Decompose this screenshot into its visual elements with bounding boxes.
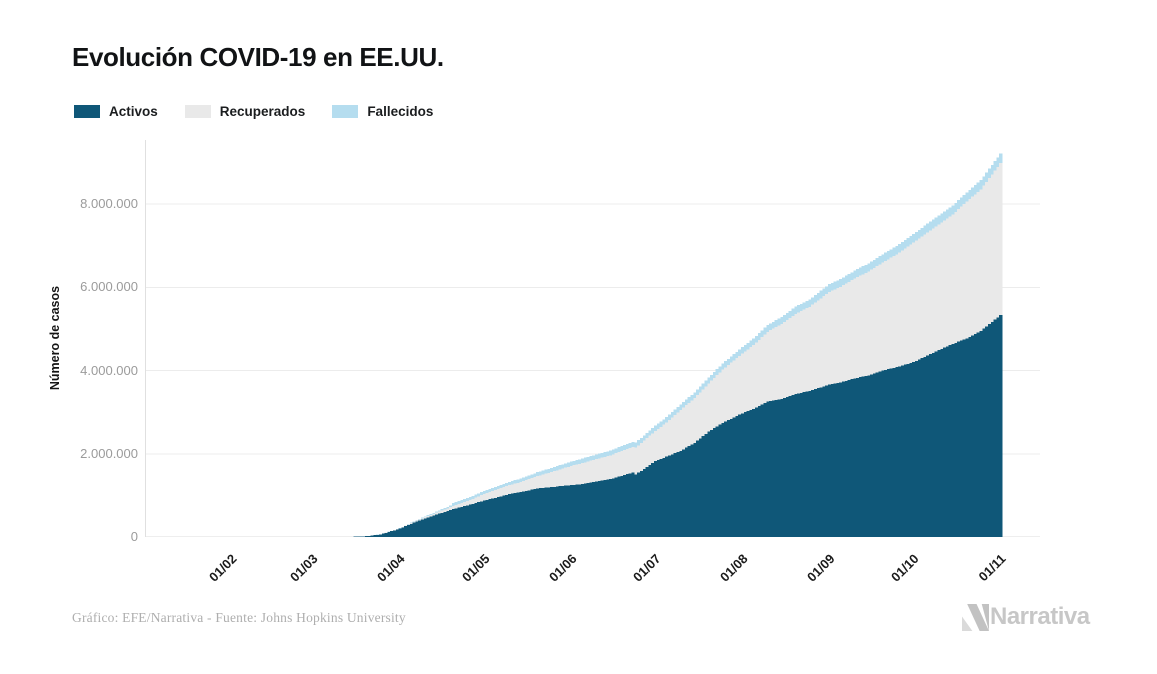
legend-item-activos[interactable]: Activos bbox=[74, 104, 158, 119]
legend-swatch-activos bbox=[74, 105, 100, 118]
stacked-area-chart bbox=[145, 140, 1040, 537]
narrativa-logo-mark bbox=[962, 603, 989, 631]
legend-label-fallecidos: Fallecidos bbox=[367, 104, 434, 119]
legend-label-recuperados: Recuperados bbox=[219, 104, 306, 119]
y-tick-label: 8.000.000 bbox=[80, 196, 138, 211]
legend-item-fallecidos[interactable]: Fallecidos bbox=[332, 104, 433, 119]
x-tick-label: 01/11 bbox=[975, 551, 1009, 585]
legend-swatch-recuperados bbox=[184, 105, 211, 118]
x-tick-label: 01/04 bbox=[374, 551, 408, 585]
y-tick-label: 6.000.000 bbox=[80, 279, 138, 295]
legend-swatch-fallecidos bbox=[332, 105, 359, 118]
x-tick-label: 01/10 bbox=[887, 551, 922, 585]
narrativa-logo-text: Narrativa bbox=[990, 603, 1090, 630]
credit-text: Gráfico: EFE/Narrativa - Fuente: Johns H… bbox=[72, 610, 406, 625]
y-tick-label: 0 bbox=[130, 529, 138, 544]
x-tick-label: 01/08 bbox=[716, 551, 751, 585]
chart-plot-area[interactable] bbox=[145, 140, 1040, 537]
legend: Activos Recuperados Fallecidos bbox=[74, 104, 460, 119]
x-tick-label: 01/05 bbox=[458, 551, 493, 585]
legend-label-activos: Activos bbox=[109, 104, 158, 119]
narrativa-logo: Narrativa bbox=[962, 603, 1090, 631]
y-tick-label: 2.000.000 bbox=[80, 445, 138, 461]
x-tick-label: 01/07 bbox=[629, 551, 664, 585]
x-tick-label: 01/02 bbox=[205, 551, 240, 585]
legend-item-recuperados[interactable]: Recuperados bbox=[184, 104, 306, 119]
y-tick-label: 4.000.000 bbox=[80, 362, 138, 378]
x-tick-label: 01/09 bbox=[803, 551, 838, 585]
x-tick-label: 01/06 bbox=[545, 551, 580, 585]
x-tick-label: 01/03 bbox=[287, 551, 321, 585]
page-title: Evolución COVID-19 en EE.UU. bbox=[72, 42, 444, 72]
